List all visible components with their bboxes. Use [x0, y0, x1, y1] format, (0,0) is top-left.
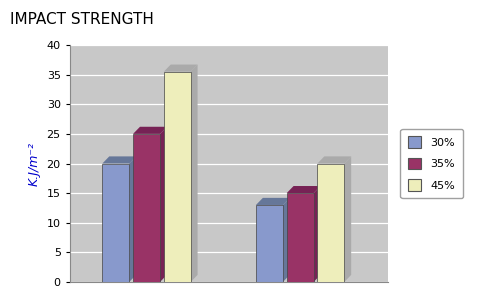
Polygon shape	[160, 127, 167, 282]
Polygon shape	[129, 156, 136, 282]
Polygon shape	[256, 198, 290, 205]
Bar	[287, 193, 314, 282]
Polygon shape	[287, 186, 321, 193]
Bar	[256, 205, 283, 282]
Polygon shape	[164, 64, 198, 72]
Polygon shape	[133, 127, 167, 134]
Bar	[164, 72, 191, 282]
Legend: 30%, 35%, 45%: 30%, 35%, 45%	[400, 129, 463, 198]
Polygon shape	[103, 156, 136, 164]
Polygon shape	[314, 186, 321, 282]
Polygon shape	[317, 156, 351, 164]
Polygon shape	[344, 156, 351, 282]
Polygon shape	[283, 198, 290, 282]
Y-axis label: K.J/m⁻²: K.J/m⁻²	[28, 142, 41, 185]
Bar	[317, 164, 344, 282]
Bar	[133, 134, 160, 282]
Polygon shape	[191, 64, 198, 282]
Text: IMPACT STRENGTH: IMPACT STRENGTH	[10, 12, 154, 27]
Bar	[103, 164, 129, 282]
